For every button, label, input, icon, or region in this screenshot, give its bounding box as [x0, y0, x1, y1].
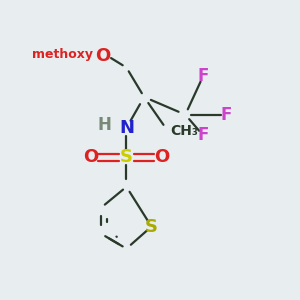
Text: O: O: [83, 148, 99, 166]
Text: F: F: [197, 68, 209, 85]
Text: O: O: [95, 47, 110, 65]
Text: S: S: [145, 218, 158, 236]
Text: CH₃: CH₃: [171, 124, 199, 138]
Text: S: S: [120, 148, 133, 166]
Text: F: F: [221, 106, 232, 124]
Text: N: N: [119, 119, 134, 137]
Text: H: H: [98, 116, 111, 134]
Text: O: O: [154, 148, 170, 166]
Text: F: F: [197, 126, 209, 144]
Text: methoxy: methoxy: [32, 48, 93, 61]
